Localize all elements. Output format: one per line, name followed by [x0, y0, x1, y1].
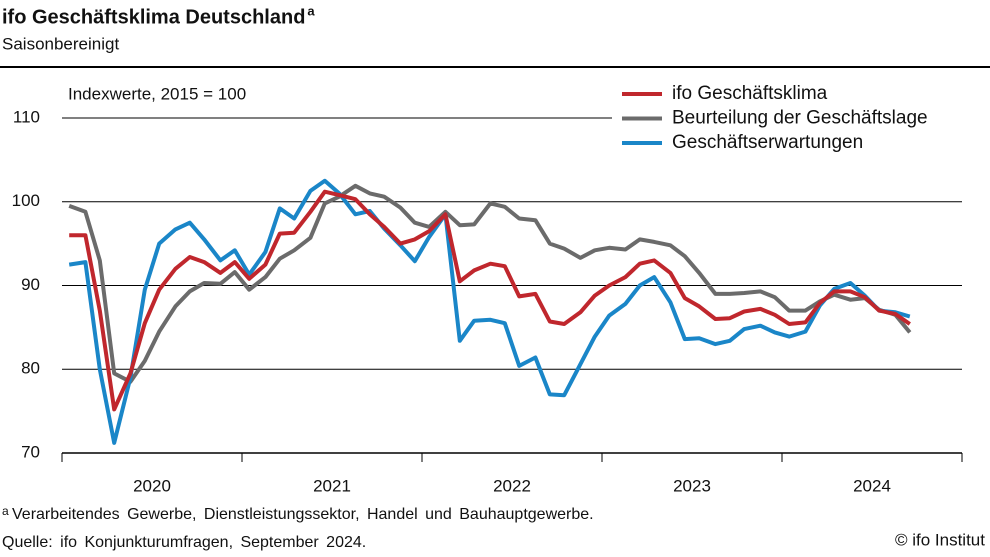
y-tick-label: 110 — [13, 107, 40, 126]
y-tick-label: 100 — [12, 191, 40, 210]
chart-title: ifo Geschäftsklima Deutschland — [2, 6, 305, 28]
title-note: a — [307, 3, 315, 18]
x-tick-label: 2021 — [313, 476, 351, 495]
y-tick-label: 80 — [21, 359, 40, 378]
legend-label: ifo Geschäftsklima — [672, 83, 828, 104]
y-tick-label: 90 — [21, 275, 40, 294]
x-tick-label: 2020 — [133, 476, 171, 495]
series-line — [68, 183, 912, 384]
legend-background — [612, 80, 982, 158]
series-line — [68, 178, 911, 445]
y-tick-label: 70 — [21, 442, 40, 461]
footnote-marker: a — [2, 504, 9, 518]
copyright: © ifo Institut — [895, 530, 985, 549]
x-tick-label: 2022 — [493, 476, 531, 495]
legend: ifo Geschäftsklima Beurteilung der Geschä… — [612, 80, 982, 158]
subtitle: Saisonbereinigt — [2, 34, 119, 53]
footnote: Verarbeitendes Gewerbe, Dienstleistungss… — [12, 506, 594, 523]
series-line — [69, 189, 911, 412]
annotation: Indexwerte, 2015 = 100 — [68, 84, 246, 103]
legend-label: Beurteilung der Geschäftslage — [672, 108, 928, 129]
plot-area: 70 80 90 100 110 2020 2021 2022 2023 2024 ifo Gesc… — [12, 80, 982, 495]
x-tick-label: 2023 — [673, 476, 711, 495]
x-tick-label: 2024 — [853, 476, 891, 495]
legend-label: Geschäftserwartungen — [672, 132, 863, 153]
source: Quelle: ifo Konjunkturumfragen, Septembe… — [2, 534, 366, 551]
